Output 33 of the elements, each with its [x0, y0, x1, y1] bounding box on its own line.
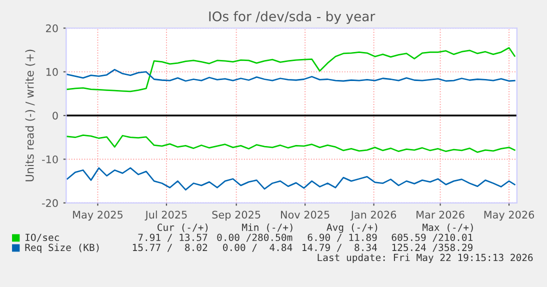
text: Max (-/+)	[422, 223, 473, 232]
line-series	[66, 47, 516, 92]
text: 125.24 /358.29	[392, 244, 472, 252]
line-series	[66, 134, 516, 153]
x-tick-label: May 2026	[484, 210, 534, 221]
legend-label: Req Size (KB)	[25, 244, 99, 253]
legend-label: IO/sec	[26, 234, 59, 242]
x-tick-label: Mar 2026	[416, 210, 464, 219]
text: 6.90 / 11.89	[308, 234, 377, 242]
x-tick-label: May 2025	[73, 210, 123, 221]
chart-title: IOs for /dev/sda - by year	[209, 11, 376, 24]
x-tick-label: Jul 2025	[144, 210, 187, 221]
y-tick-label: 0	[52, 112, 58, 120]
x-tick-label: Nov 2025	[281, 210, 330, 219]
line-series	[66, 167, 516, 190]
text: Cur (-/+)	[158, 223, 208, 232]
text: Last update: Fri May 22 19:15:13 2026	[318, 254, 533, 264]
text: 0.00 /280.50m	[217, 234, 292, 242]
text: Avg (-/+)	[326, 223, 378, 233]
x-tick-label: Sep 2025	[212, 210, 260, 221]
y-tick-label: -20	[42, 199, 58, 208]
y-tick-label: 20	[46, 24, 58, 32]
text: 605.59 /210.01	[392, 234, 472, 242]
y-axis-title: Units read (-) / write (+)	[25, 50, 36, 182]
line-series	[66, 68, 516, 82]
text: 0.00 / 4.84	[223, 244, 292, 252]
text: 7.91 / 13.57	[138, 234, 208, 242]
text: Min (-/+)	[242, 223, 292, 232]
x-tick-label: Jan 2026	[350, 210, 396, 221]
text: 15.77 / 8.02	[132, 244, 208, 252]
text: 14.79 / 8.34	[302, 244, 377, 252]
y-tick-label: -10	[42, 155, 58, 164]
y-tick-label: 10	[46, 68, 58, 76]
